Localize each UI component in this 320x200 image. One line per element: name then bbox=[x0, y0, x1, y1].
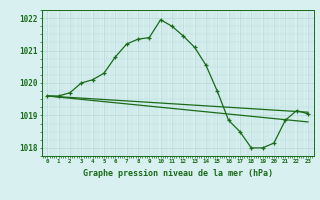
X-axis label: Graphe pression niveau de la mer (hPa): Graphe pression niveau de la mer (hPa) bbox=[83, 169, 273, 178]
